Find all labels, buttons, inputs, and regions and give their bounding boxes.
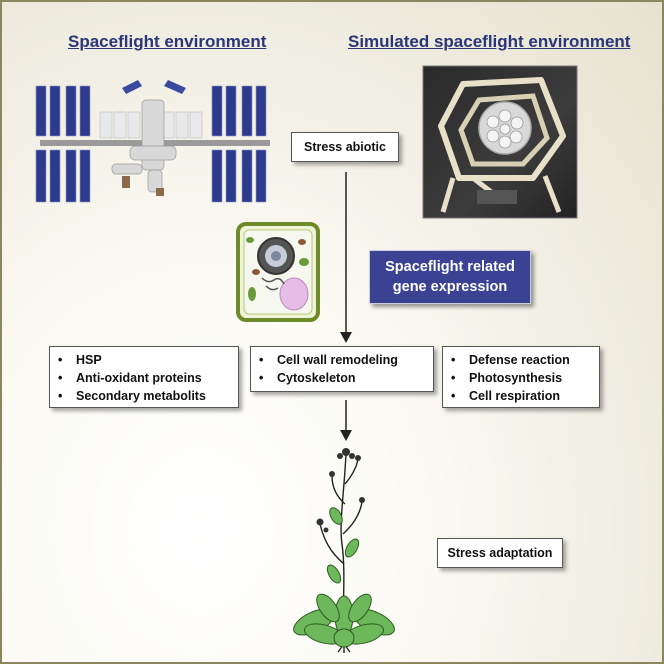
adaptation-arrow xyxy=(340,400,352,441)
list-item-hsp: HSP xyxy=(50,351,238,369)
list-item-cell-respiration: Cell respiration xyxy=(443,387,599,405)
stress-adaptation-box: Stress adaptation xyxy=(437,538,563,568)
clinostat-photo xyxy=(422,65,578,219)
list-item-photosynthesis: Photosynthesis xyxy=(443,369,599,387)
heading-spaceflight: Spaceflight environment xyxy=(68,32,267,51)
gene-expression-line1: Spaceflight related xyxy=(385,259,515,275)
list-item-cell-wall: Cell wall remodeling xyxy=(251,351,433,369)
center-list-box: Cell wall remodeling Cytoskeleton xyxy=(250,346,434,392)
stress-abiotic-box: Stress abiotic xyxy=(291,132,399,162)
heading-simulated-spaceflight: Simulated spaceflight environment xyxy=(348,32,631,51)
space-station-icon xyxy=(35,80,270,203)
gene-expression-line2: gene expression xyxy=(392,279,508,295)
plant-cell-icon xyxy=(236,222,320,322)
list-item-cytoskeleton: Cytoskeleton xyxy=(251,369,433,387)
list-item-antioxidant: Anti-oxidant proteins xyxy=(50,369,238,387)
gene-expression-box: Spaceflight related gene expression xyxy=(369,250,531,304)
left-list-box: HSP Anti-oxidant proteins Secondary meta… xyxy=(49,346,239,408)
arabidopsis-plant-icon xyxy=(293,448,395,653)
stress-abiotic-label: Stress abiotic xyxy=(304,140,386,154)
list-item-secondary-metabolits: Secondary metabolits xyxy=(50,387,238,405)
stress-adaptation-label: Stress adaptation xyxy=(447,546,553,560)
right-list-box: Defense reaction Photosynthesis Cell res… xyxy=(442,346,600,408)
list-item-defense-reaction: Defense reaction xyxy=(443,351,599,369)
main-flow-arrow xyxy=(340,172,352,343)
